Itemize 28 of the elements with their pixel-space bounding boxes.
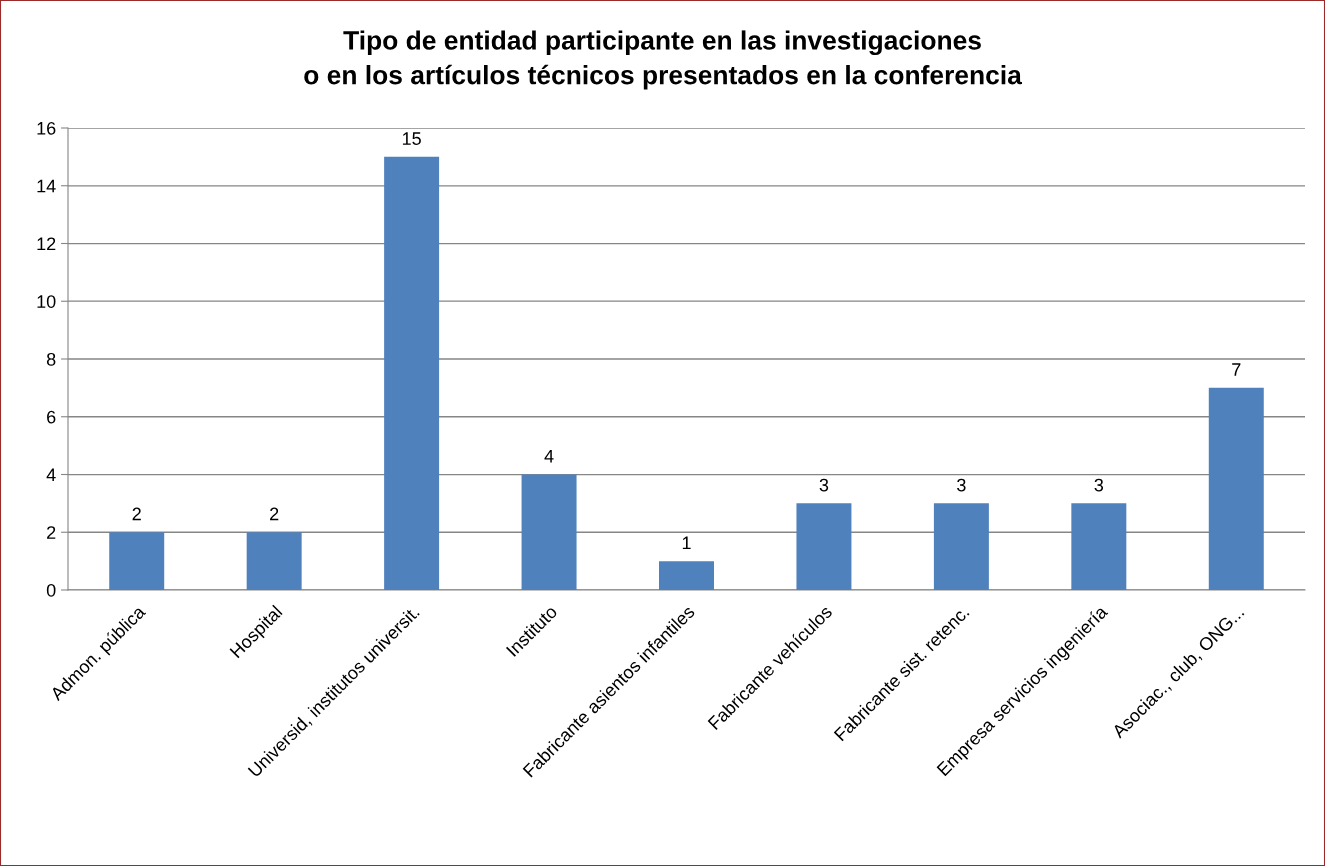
data-label: 15	[402, 132, 421, 145]
bar	[109, 532, 165, 590]
bar	[796, 503, 852, 590]
data-label: 3	[819, 478, 829, 492]
bar	[659, 561, 714, 590]
data-label: 3	[1094, 478, 1104, 492]
y-tick-label: 14	[37, 179, 56, 193]
y-tick-label: 12	[37, 237, 56, 251]
y-tick-label: 8	[46, 352, 56, 366]
bar	[246, 532, 302, 590]
y-tick-label: 6	[47, 410, 56, 424]
bar	[521, 474, 577, 590]
data-label: 7	[1232, 363, 1241, 376]
chart-title: Tipo de entidad participante en las investigaciones o en los artículos técnicos presentados en la conferencia	[304, 30, 1022, 90]
bar	[1071, 503, 1127, 590]
data-label: 3	[957, 478, 966, 492]
data-label: 2	[132, 507, 141, 521]
bar	[384, 156, 440, 590]
bar	[1208, 387, 1264, 590]
data-label: 1	[682, 536, 691, 550]
y-tick-label: 0	[46, 583, 56, 597]
data-label: 2	[270, 507, 279, 521]
y-tick-label: 10	[37, 295, 56, 308]
y-tick-label: 2	[47, 526, 56, 539]
data-label: 4	[544, 450, 554, 463]
y-tick-label: 4	[46, 468, 56, 482]
y-tick-label: 16	[37, 121, 56, 135]
bar	[933, 503, 989, 590]
